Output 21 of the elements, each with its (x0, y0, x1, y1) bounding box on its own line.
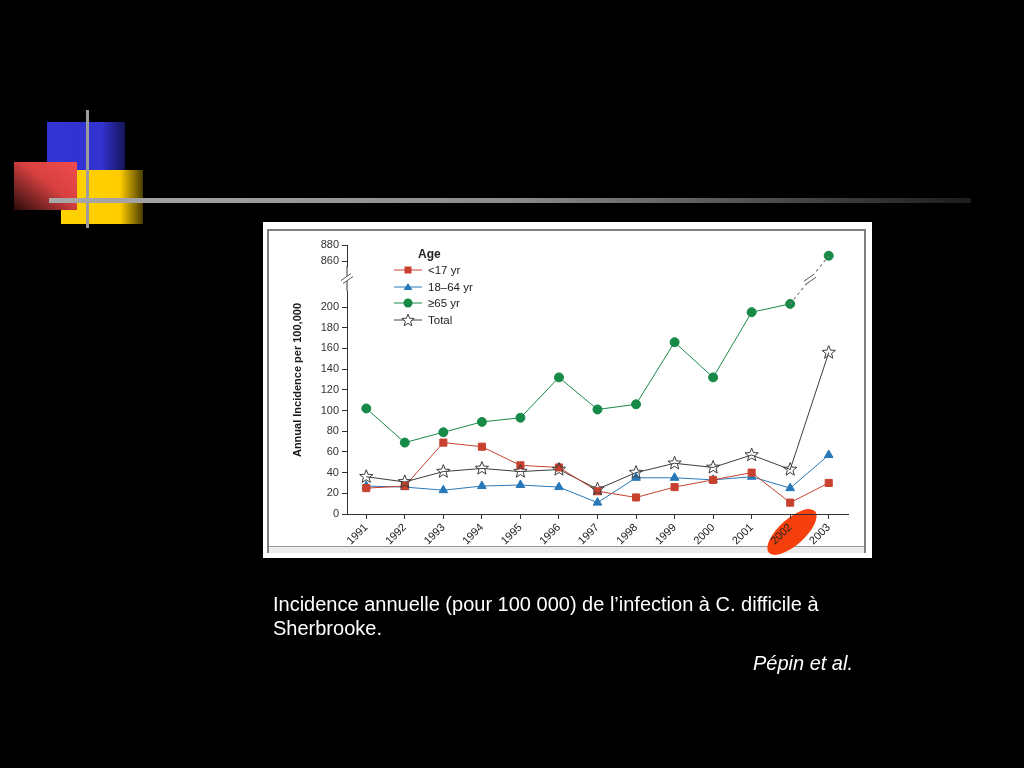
legend-label: Total (428, 313, 453, 326)
text: Incidence annuelle (pour 100 000) de l’infection à C. difficile à Sherbrooke. (273, 592, 820, 640)
y-tick-label: 860 (320, 254, 339, 267)
y-tick-label: 80 (326, 424, 339, 437)
y-tick-label: 160 (320, 341, 339, 354)
y-tick-label: 0 (332, 507, 339, 520)
y-tick-label: 100 (320, 403, 339, 416)
y-axis-title: Annual Incidence per 100,000 (289, 301, 303, 459)
legend-label: ≥65 yr (428, 297, 460, 310)
y-tick-label: 40 (326, 465, 339, 478)
y-tick-label: 180 (320, 320, 339, 333)
y-tick-label: 200 (320, 300, 339, 313)
y-tick-label: 140 (320, 362, 339, 375)
y-tick-label: 120 (320, 382, 339, 395)
y-tick-label: 20 (326, 486, 339, 499)
legend-label: 18–64 yr (428, 280, 473, 293)
text: Pépin et al. (751, 651, 853, 675)
legend-label: <17 yr (428, 264, 461, 277)
y-tick-label: 60 (326, 444, 339, 457)
y-tick-label: 880 (320, 238, 339, 251)
legend-title: Age (418, 247, 442, 262)
